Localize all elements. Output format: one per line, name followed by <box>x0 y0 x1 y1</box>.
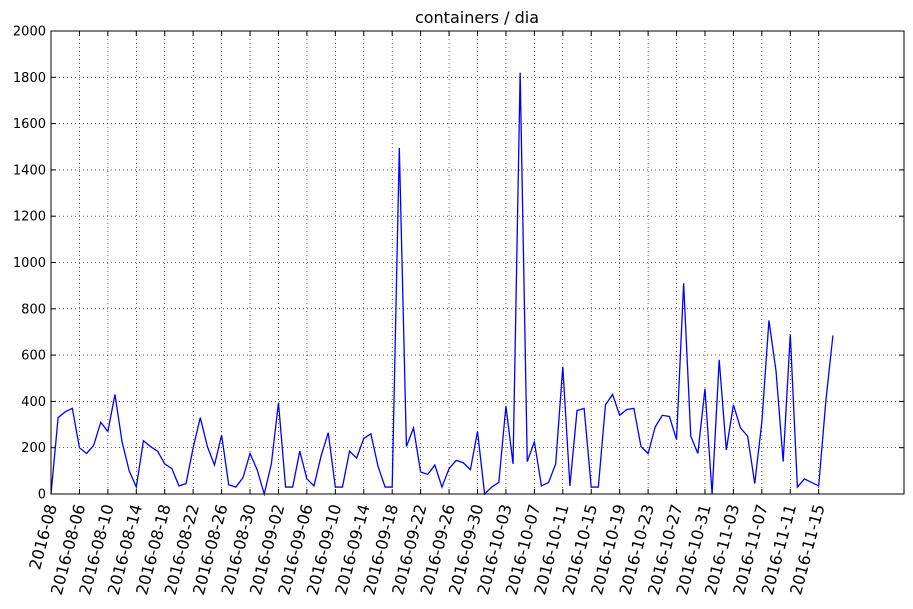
y-tick-label: 600 <box>21 349 46 364</box>
grid-lines <box>51 30 904 495</box>
y-tick-label: 400 <box>21 395 46 410</box>
series-line <box>50 72 834 497</box>
y-tick-label: 2000 <box>13 25 46 40</box>
y-tick-label: 1000 <box>13 256 46 271</box>
y-tick-label: 1800 <box>13 71 46 86</box>
chart-title: containers / dia <box>415 8 539 27</box>
x-axis: 2016-082016-08-062016-08-102016-08-14201… <box>25 31 829 597</box>
y-tick-label: 1400 <box>13 163 46 178</box>
y-axis: 0 200 400 600 800 1000 1200 1400 1600 1800 2000 <box>13 25 904 503</box>
plot-frame <box>50 30 905 495</box>
y-tick-label: 200 <box>21 441 46 456</box>
y-tick-label: 1600 <box>13 117 46 132</box>
y-tick-label: 0 <box>38 488 46 503</box>
y-tick-label: 1200 <box>13 210 46 225</box>
y-tick-label: 800 <box>21 302 46 317</box>
